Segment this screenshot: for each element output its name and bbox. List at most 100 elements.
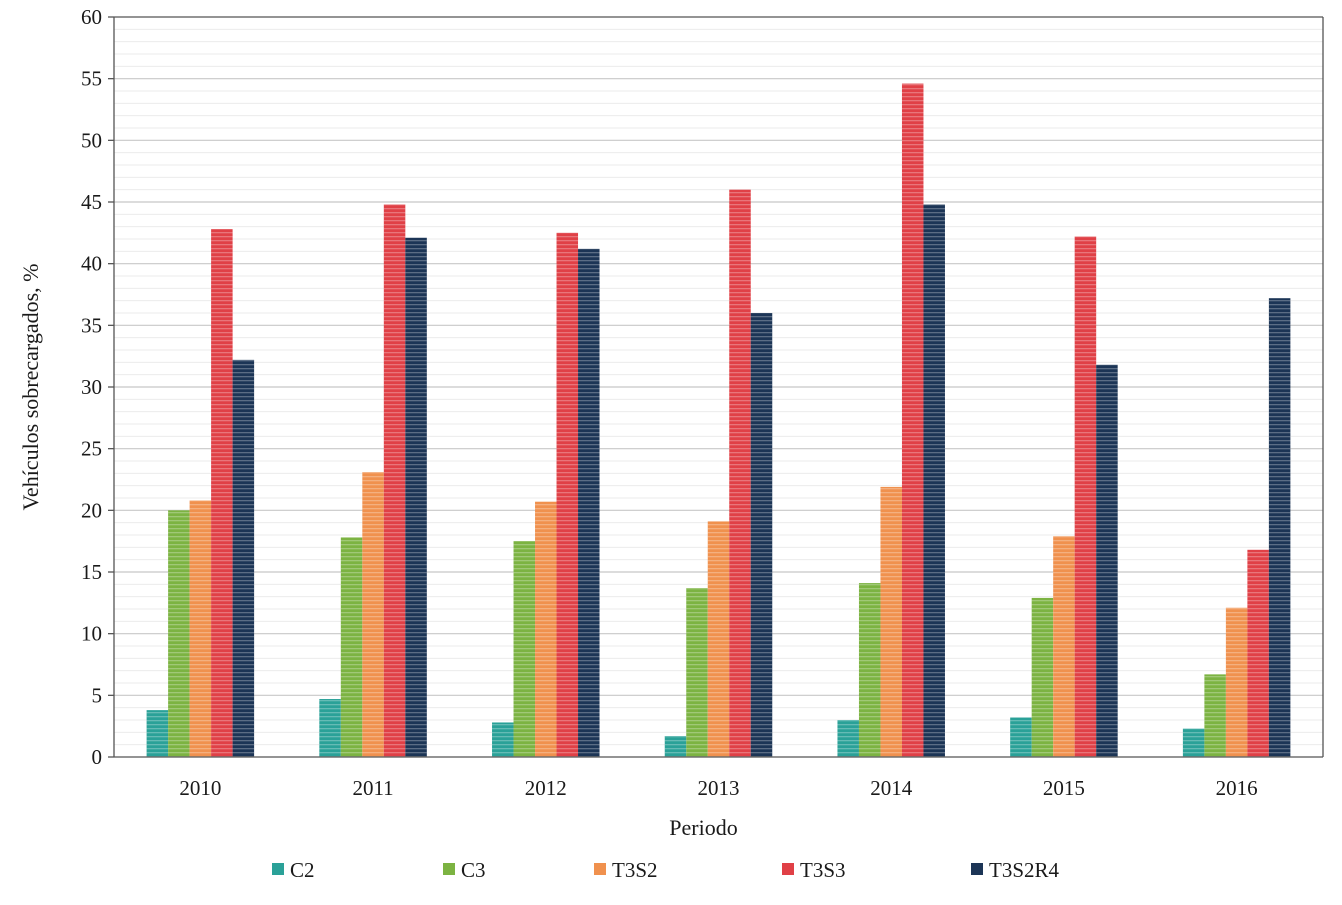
- bar-t3s2-2012: [535, 501, 557, 757]
- bar-texture: [686, 588, 708, 757]
- bar-c2-2014: [837, 720, 859, 757]
- y-tick-label: 0: [92, 745, 103, 769]
- bar-t3s3-2011: [383, 204, 406, 757]
- bar-texture: [1074, 236, 1097, 758]
- bar-texture: [750, 313, 773, 757]
- bar-t3s3-2012: [556, 232, 579, 758]
- legend-label: T3S2R4: [989, 858, 1060, 882]
- legend-label: T3S3: [800, 858, 846, 882]
- bar-t3s2-2010: [189, 500, 212, 757]
- bar-c3-2011: [340, 537, 363, 757]
- bar-c2-2015: [1010, 717, 1032, 757]
- bar-t3s3-2016: [1247, 549, 1269, 757]
- bar-texture: [923, 204, 945, 757]
- x-tick-label: 2015: [1043, 776, 1085, 800]
- bar-texture: [211, 229, 233, 758]
- legend-item-t3s2: T3S2: [594, 858, 658, 882]
- bar-texture: [1225, 607, 1248, 757]
- bar-texture: [880, 486, 902, 757]
- bar-c3-2012: [513, 541, 536, 757]
- y-tick-label: 25: [81, 437, 102, 461]
- bar-texture: [1204, 674, 1226, 757]
- legend-item-t3s3: T3S3: [782, 858, 846, 882]
- bar-texture: [492, 722, 514, 757]
- bar-texture: [535, 501, 557, 757]
- bar-t3s2r4-2010: [232, 359, 255, 757]
- bar-t3s2-2013: [707, 521, 730, 757]
- bar-t3s2-2015: [1053, 536, 1075, 757]
- tick-labels: 0 5 10 15 20 25 30 35 40 45 50 55 60 2010 2011 2012 2013…: [81, 5, 1258, 800]
- bar-texture: [1247, 549, 1269, 757]
- legend-label: C2: [290, 858, 315, 882]
- legend: C2 C3 T3S2 T3S3 T3S2R4: [272, 858, 1060, 882]
- legend-swatch: [971, 863, 983, 875]
- bar-t3s2-2014: [880, 486, 902, 757]
- legend-item-c3: C3: [443, 858, 486, 882]
- y-tick-label: 30: [81, 375, 102, 399]
- bar-texture: [168, 510, 190, 757]
- bar-t3s3-2010: [211, 229, 233, 758]
- x-axis-title: Periodo: [669, 815, 737, 840]
- bar-texture: [146, 710, 169, 757]
- y-tick-label: 35: [81, 313, 102, 337]
- bar-texture: [319, 699, 341, 757]
- bar-texture: [189, 500, 212, 757]
- bar-texture: [383, 204, 406, 757]
- bar-t3s2r4-2014: [923, 204, 945, 757]
- bar-texture: [513, 541, 536, 757]
- bar-t3s3-2013: [729, 189, 751, 757]
- bar-texture: [1268, 298, 1291, 757]
- legend-label: T3S2: [612, 858, 658, 882]
- bar-c3-2014: [858, 583, 881, 757]
- bar-c2-2016: [1182, 728, 1205, 757]
- y-tick-label: 60: [81, 5, 102, 29]
- bar-texture: [340, 537, 363, 757]
- legend-swatch: [443, 863, 455, 875]
- bar-t3s2r4-2012: [578, 248, 600, 757]
- bar-t3s2r4-2015: [1096, 364, 1118, 757]
- bar-c2-2013: [664, 736, 687, 757]
- bar-texture: [901, 83, 924, 758]
- x-tick-label: 2011: [352, 776, 393, 800]
- bar-t3s2r4-2013: [750, 313, 773, 757]
- y-tick-label: 20: [81, 498, 102, 522]
- legend-item-c2: C2: [272, 858, 315, 882]
- bar-texture: [405, 237, 427, 757]
- bar-texture: [664, 736, 687, 757]
- bars: [146, 83, 1291, 758]
- bar-texture: [729, 189, 751, 757]
- legend-label: C3: [461, 858, 486, 882]
- bar-c2-2010: [146, 710, 169, 757]
- bar-texture: [232, 359, 255, 757]
- bar-c3-2013: [686, 588, 708, 757]
- bar-t3s2r4-2011: [405, 237, 427, 757]
- x-tick-label: 2010: [179, 776, 221, 800]
- bar-texture: [1031, 597, 1054, 757]
- bar-t3s2-2011: [362, 472, 384, 757]
- y-axis-title: Vehículos sobrecargados, %: [18, 263, 43, 510]
- bar-texture: [858, 583, 881, 757]
- y-tick-label: 45: [81, 190, 102, 214]
- legend-swatch: [594, 863, 606, 875]
- y-tick-label: 55: [81, 67, 102, 91]
- y-tick-label: 10: [81, 622, 102, 646]
- bar-texture: [362, 472, 384, 757]
- y-tick-label: 50: [81, 128, 102, 152]
- bar-c3-2015: [1031, 597, 1054, 757]
- x-tick-label: 2013: [698, 776, 740, 800]
- legend-swatch: [782, 863, 794, 875]
- y-tick-label: 15: [81, 560, 102, 584]
- bar-c3-2010: [168, 510, 190, 757]
- bar-texture: [556, 232, 579, 758]
- bar-texture: [1010, 717, 1032, 757]
- bar-t3s2r4-2016: [1268, 298, 1291, 757]
- x-tick-label: 2016: [1216, 776, 1258, 800]
- bar-texture: [707, 521, 730, 757]
- y-tick-label: 5: [92, 683, 103, 707]
- bar-t3s2-2016: [1225, 607, 1248, 757]
- bar-texture: [578, 248, 600, 757]
- bar-c2-2011: [319, 699, 341, 757]
- bar-t3s3-2015: [1074, 236, 1097, 758]
